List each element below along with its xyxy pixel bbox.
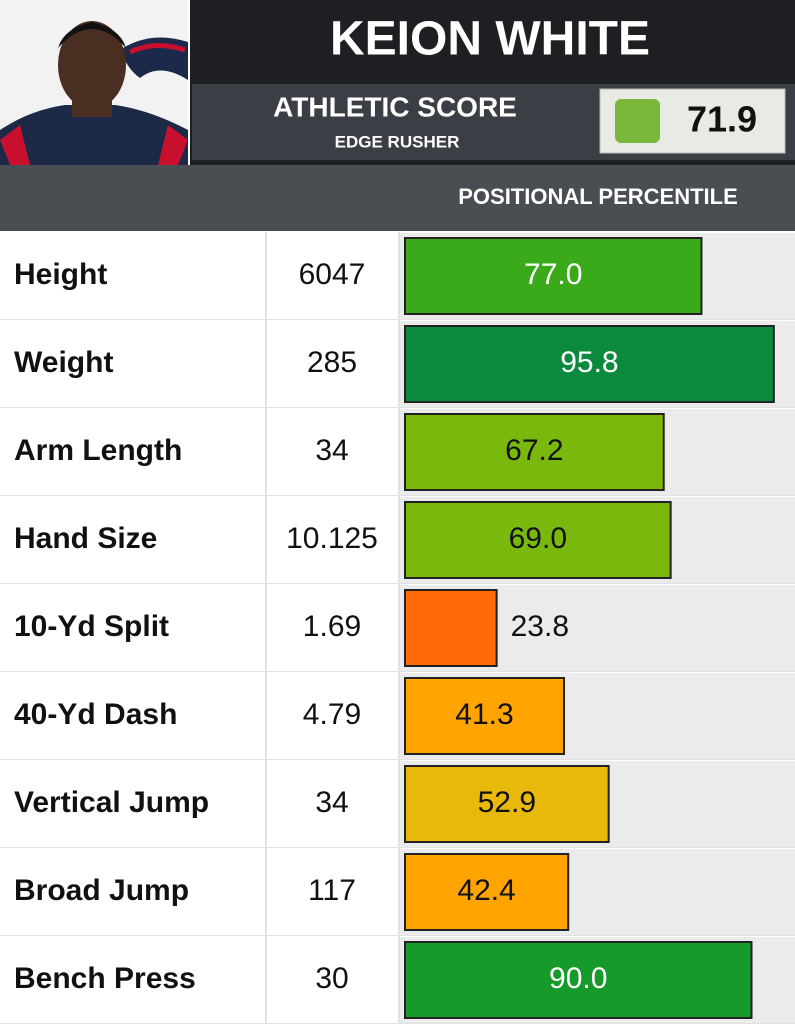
metric-value: 117 — [308, 874, 356, 907]
percentile-bar — [404, 941, 753, 1019]
percentile-bar — [404, 237, 703, 315]
metric-value: 1.69 — [303, 610, 361, 643]
percentile-label: 67.2 — [505, 434, 563, 467]
percentile-label: 77.0 — [524, 258, 582, 291]
metric-label: Broad Jump — [14, 874, 189, 907]
percentile-label: 69.0 — [509, 522, 567, 555]
metric-label: Arm Length — [14, 434, 182, 467]
percentile-bar — [404, 677, 566, 755]
percentile-bar — [404, 413, 665, 491]
player-photo — [0, 0, 188, 165]
percentile-label: 41.3 — [455, 698, 513, 731]
metric-label: Weight — [14, 346, 113, 379]
percentile-label: 52.9 — [478, 786, 536, 819]
score-label: ATHLETIC SCORE — [273, 91, 517, 122]
player-name: KEION WHITE — [330, 13, 650, 66]
score: 71.9 — [687, 99, 757, 140]
metric-value: 10.125 — [286, 522, 378, 555]
percentile-bar — [404, 501, 672, 579]
metric-label: Height — [14, 258, 107, 291]
score-swatch — [615, 99, 660, 143]
metric-label: Bench Press — [14, 962, 196, 995]
percentile-bar — [404, 853, 570, 931]
percentile-bar — [404, 765, 610, 843]
metric-value: 285 — [307, 346, 357, 379]
percentile-label: 95.8 — [560, 346, 618, 379]
metric-value: 30 — [315, 962, 348, 995]
percentile-label: 42.4 — [457, 874, 515, 907]
metric-label: Vertical Jump — [14, 786, 209, 819]
metric-label: 40-Yd Dash — [14, 698, 177, 731]
metric-value: 6047 — [299, 258, 366, 291]
metric-label: 10-Yd Split — [14, 610, 169, 643]
metric-label: Hand Size — [14, 522, 157, 555]
percentile-header: POSITIONAL PERCENTILE — [458, 184, 738, 209]
position: EDGE RUSHER — [335, 132, 460, 151]
metric-value: 34 — [315, 786, 348, 819]
percentile-label: 90.0 — [549, 962, 607, 995]
percentile-label: 23.8 — [511, 610, 569, 643]
metric-value: 4.79 — [303, 698, 361, 731]
percentile-bar — [404, 325, 775, 403]
column-header-bg — [0, 165, 795, 231]
percentile-bar — [404, 589, 498, 667]
metric-value: 34 — [315, 434, 348, 467]
